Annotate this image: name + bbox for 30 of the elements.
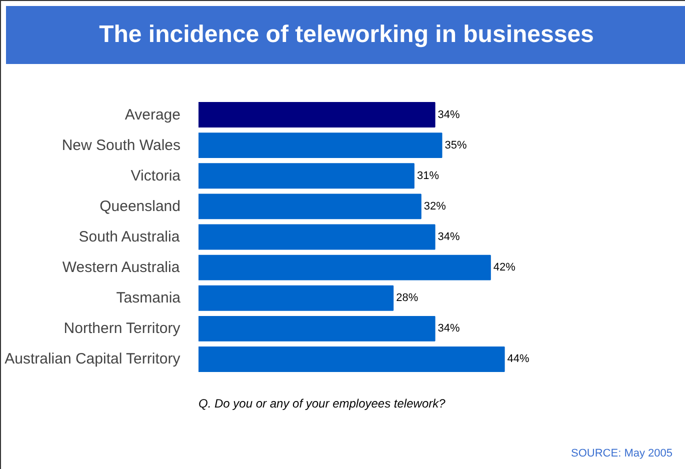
bar (198, 224, 436, 250)
bar (198, 254, 491, 280)
y-tick-label: Average (124, 106, 181, 124)
y-tick-label: Northern Territory (64, 320, 181, 338)
data-label: 44% (507, 353, 530, 366)
data-label: 34% (438, 322, 460, 335)
bar (198, 102, 436, 128)
bar (198, 316, 436, 342)
y-tick-label: Australian Capital Territory (4, 350, 181, 368)
bar (198, 194, 422, 220)
y-tick-label: South Australia (78, 228, 180, 246)
text: Q. Do you or any of your employees telework? (198, 396, 446, 410)
data-label: 34% (438, 231, 460, 243)
data-label: 32% (424, 200, 446, 212)
data-label: 42% (493, 262, 516, 274)
bar (198, 132, 442, 158)
data-label: 28% (396, 292, 418, 304)
bar (198, 346, 505, 372)
y-tick-label: Western Australia (62, 259, 180, 276)
data-label: 34% (438, 108, 460, 121)
chart-title: The incidence of teleworking in businesses (99, 20, 594, 50)
data-label: 31% (416, 170, 440, 182)
data-label: 35% (444, 139, 467, 152)
y-tick-label: Queensland (100, 198, 181, 215)
source-note: SOURCE: May 2005 (571, 448, 673, 460)
bar (198, 285, 394, 311)
bar (198, 163, 414, 189)
y-tick-label: Tasmania (116, 290, 182, 307)
y-tick-label: New South Wales (62, 136, 181, 154)
y-tick-label: Victoria (130, 167, 182, 184)
